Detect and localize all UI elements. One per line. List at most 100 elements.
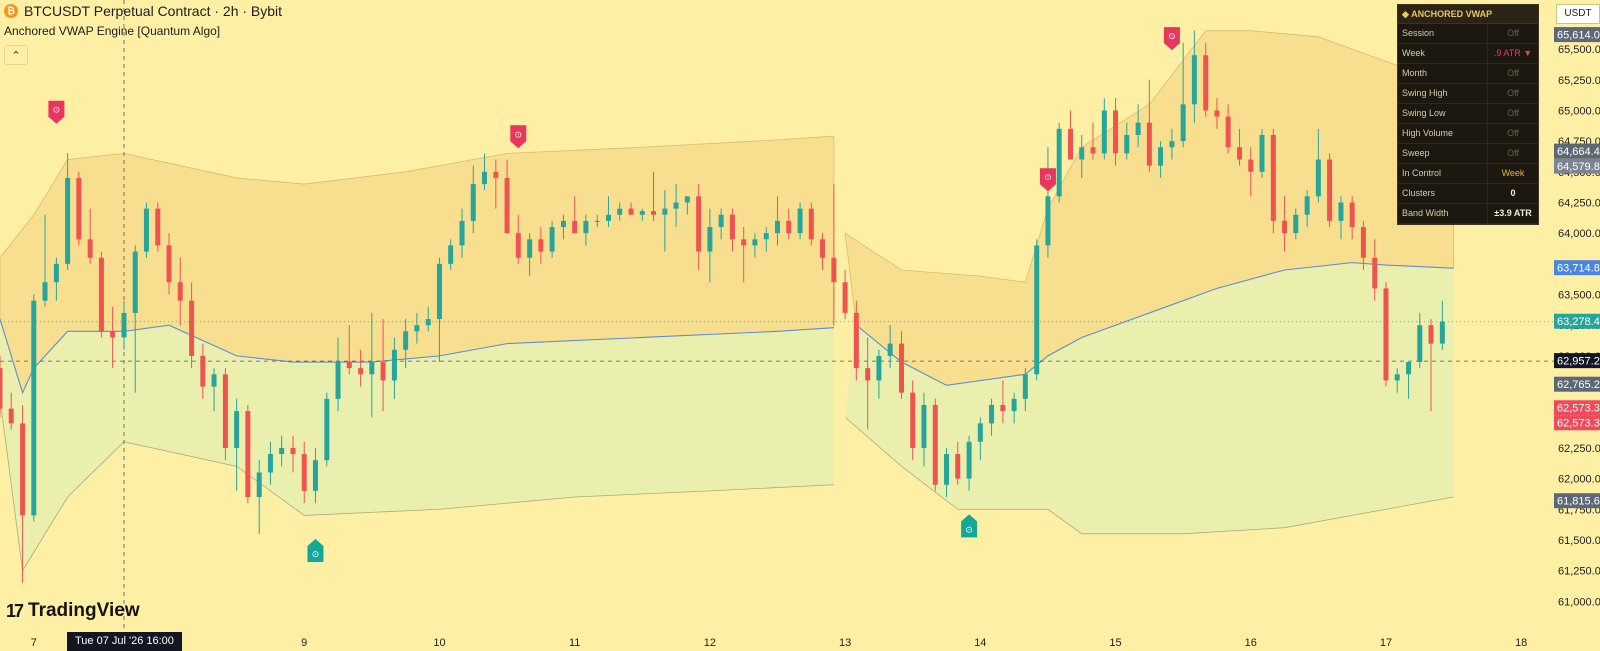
price-axis-label-bg — [1554, 353, 1600, 369]
signal-flag — [1039, 168, 1056, 192]
candle-body — [155, 208, 161, 246]
candle-body — [414, 325, 420, 332]
price-axis-label-bg — [1554, 493, 1600, 509]
candle-body — [256, 472, 262, 498]
price-axis-label: 62,573.3 — [1554, 400, 1600, 416]
panel-row-label: Band Width — [1398, 204, 1488, 223]
candle-body — [696, 196, 702, 252]
candle-body — [763, 233, 769, 240]
candle-body — [944, 454, 950, 485]
panel-row: Sweep Off — [1398, 144, 1538, 164]
price-axis-label-text: 62,573.3 — [1557, 403, 1600, 415]
candle-body — [0, 368, 3, 409]
candle-body — [605, 214, 611, 221]
candle-body — [1225, 116, 1231, 148]
candle-body — [132, 251, 138, 313]
candle-body — [628, 208, 634, 215]
candle-body — [1406, 362, 1412, 375]
candle-body — [910, 392, 916, 448]
signal-flag — [510, 125, 527, 149]
candle-body — [279, 447, 285, 455]
candle-body — [955, 454, 961, 479]
candle-body — [391, 349, 397, 381]
panel-row-label: Month — [1398, 64, 1488, 83]
candle-body — [1000, 404, 1006, 412]
candle-body — [887, 343, 893, 356]
price-axis-label: 64,579.8 — [1554, 158, 1600, 174]
tradingview-logo[interactable]: 17 TradingView — [6, 600, 140, 622]
panel-row-label: Sweep — [1398, 144, 1488, 163]
candle-body — [1428, 325, 1434, 344]
price-axis-label-bg — [1554, 260, 1600, 276]
candle-body — [177, 282, 183, 301]
price-axis-label-text: 62,765.2 — [1557, 379, 1600, 391]
panel-row-label: Clusters — [1398, 184, 1488, 203]
candle-body — [76, 177, 82, 240]
bull-signal-marker: ⊙ — [307, 538, 324, 562]
candle-body — [53, 263, 59, 283]
panel-row: Band Width ±3.9 ATR — [1398, 204, 1538, 224]
y-tick-label: 65,000.0 — [1558, 105, 1600, 117]
y-tick-label: 61,500.0 — [1558, 535, 1600, 547]
candle-body — [1191, 55, 1197, 105]
x-tick-label: 9 — [301, 637, 307, 649]
candle-body — [20, 423, 26, 516]
signal-glyph: ⊙ — [1168, 32, 1176, 42]
signal-glyph: ⊙ — [965, 525, 973, 535]
candle-body — [842, 282, 848, 313]
candle-body — [1056, 128, 1062, 197]
candle-body — [583, 220, 589, 234]
candle-body — [515, 233, 521, 258]
panel-row-value: Off — [1507, 148, 1519, 158]
candle-body — [1372, 257, 1378, 289]
candle-body — [1383, 288, 1389, 381]
candle-body — [222, 374, 228, 448]
bitcoin-icon: ₿ — [4, 4, 18, 18]
panel-row-value: Off — [1507, 108, 1519, 118]
lower-band-edge-2 — [844, 416, 1454, 535]
price-axis-label-text: 62,957.2 — [1557, 356, 1600, 368]
collapse-legend-button[interactable]: ⌃ — [4, 45, 28, 65]
symbol-title[interactable]: BTCUSDT Perpetual Contract · 2h · Bybit — [24, 3, 283, 19]
price-axis-label: 63,714.8 — [1554, 260, 1600, 276]
candle-body — [1101, 110, 1107, 154]
candle-body — [820, 239, 826, 258]
candle-body — [1124, 134, 1130, 154]
candle-body — [189, 300, 195, 356]
candle-body — [245, 411, 251, 498]
candle-body — [65, 177, 71, 264]
candle-body — [808, 208, 814, 240]
candle-body — [425, 319, 431, 326]
panel-row-label: Swing High — [1398, 84, 1488, 103]
signal-flag — [1163, 27, 1180, 51]
candle-body — [1022, 374, 1028, 399]
candle-body — [301, 454, 307, 491]
price-axis-label-bg — [1554, 27, 1600, 43]
candle-body — [143, 208, 149, 252]
panel-row: Swing High Off — [1398, 84, 1538, 104]
signal-flag — [961, 514, 978, 538]
candle-body — [594, 220, 600, 222]
candle-body — [166, 245, 172, 283]
price-axis-label-text: 63,714.8 — [1557, 263, 1600, 275]
tradingview-mark-icon: 17 — [6, 600, 24, 621]
panel-row-label: High Volume — [1398, 124, 1488, 143]
panel-row-value: .9 ATR ▼ — [1493, 48, 1533, 58]
candle-body — [448, 245, 454, 264]
currency-tag[interactable]: USDT — [1556, 4, 1600, 24]
candle-body — [1090, 147, 1096, 154]
panel-row-value: Off — [1507, 128, 1519, 138]
indicator-name[interactable]: Anchored VWAP Engine [Quantum Algo] — [4, 24, 221, 38]
candle-body — [538, 239, 544, 252]
y-tick-label: 65,250.0 — [1558, 75, 1600, 87]
crosshair-time-label: Tue 07 Jul '26 16:00 — [66, 632, 182, 651]
candle-body — [1315, 159, 1321, 197]
candle-body — [1169, 141, 1175, 148]
panel-row-label: In Control — [1398, 164, 1488, 183]
candle-body — [921, 404, 927, 448]
panel-row-value: Off — [1507, 88, 1519, 98]
x-tick-label: 13 — [839, 637, 851, 649]
candle-body — [729, 214, 735, 240]
